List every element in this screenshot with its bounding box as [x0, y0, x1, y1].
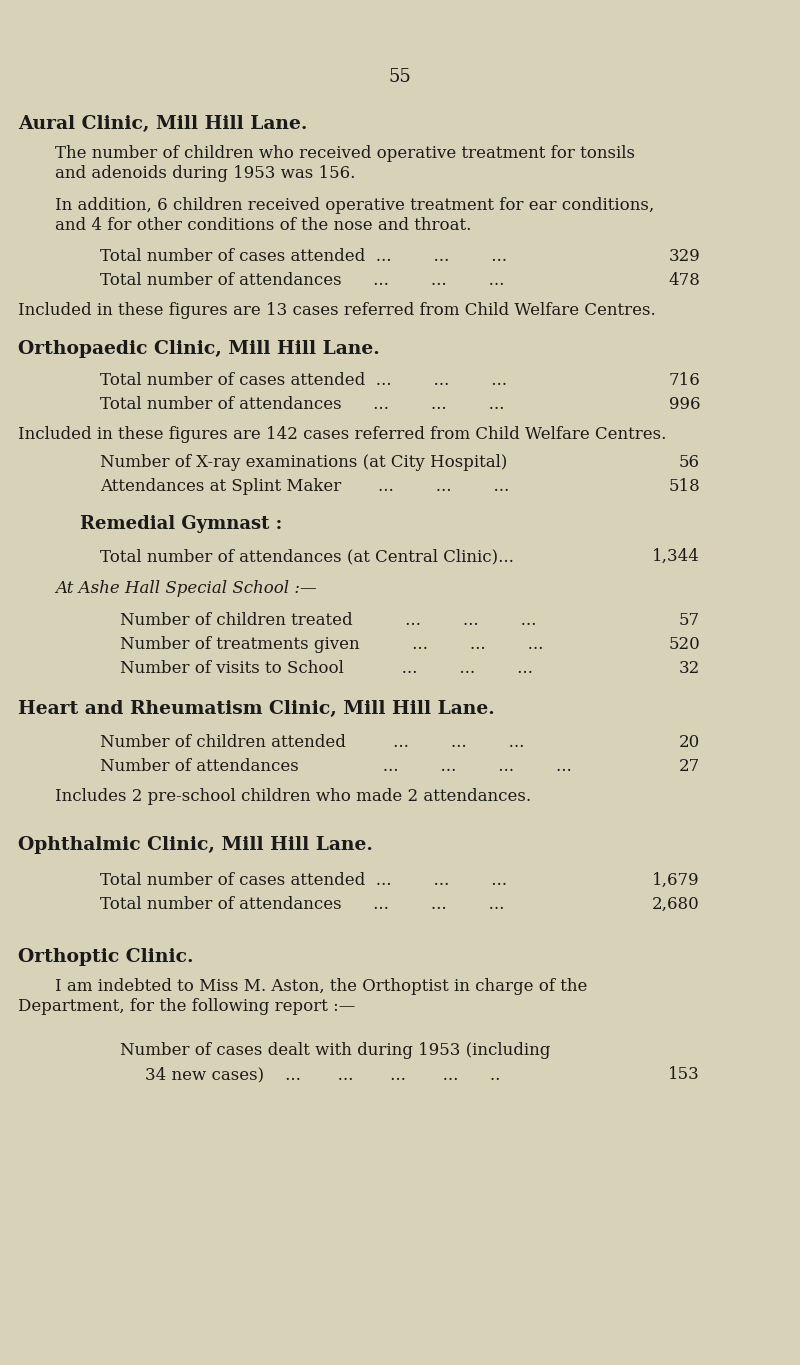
Text: 716: 716 — [668, 373, 700, 389]
Text: Orthoptic Clinic.: Orthoptic Clinic. — [18, 949, 194, 966]
Text: Included in these figures are 142 cases referred from Child Welfare Centres.: Included in these figures are 142 cases … — [18, 426, 666, 444]
Text: Included in these figures are 13 cases referred from Child Welfare Centres.: Included in these figures are 13 cases r… — [18, 302, 656, 319]
Text: Total number of attendances      ...        ...        ...: Total number of attendances ... ... ... — [100, 895, 504, 913]
Text: 478: 478 — [668, 272, 700, 289]
Text: 996: 996 — [669, 396, 700, 414]
Text: 56: 56 — [679, 455, 700, 471]
Text: 518: 518 — [668, 478, 700, 495]
Text: 2,680: 2,680 — [652, 895, 700, 913]
Text: The number of children who received operative treatment for tonsils: The number of children who received oper… — [55, 145, 635, 162]
Text: Number of cases dealt with during 1953 (including: Number of cases dealt with during 1953 (… — [120, 1041, 550, 1059]
Text: 27: 27 — [678, 758, 700, 775]
Text: Total number of attendances      ...        ...        ...: Total number of attendances ... ... ... — [100, 396, 504, 414]
Text: 1,344: 1,344 — [652, 547, 700, 565]
Text: Includes 2 pre-school children who made 2 attendances.: Includes 2 pre-school children who made … — [55, 788, 531, 805]
Text: Number of visits to School           ...        ...        ...: Number of visits to School ... ... ... — [120, 661, 533, 677]
Text: Attendances at Splint Maker       ...        ...        ...: Attendances at Splint Maker ... ... ... — [100, 478, 510, 495]
Text: 20: 20 — [678, 734, 700, 751]
Text: Number of attendances                ...        ...        ...        ...: Number of attendances ... ... ... ... — [100, 758, 572, 775]
Text: Orthopaedic Clinic, Mill Hill Lane.: Orthopaedic Clinic, Mill Hill Lane. — [18, 340, 380, 358]
Text: Total number of attendances      ...        ...        ...: Total number of attendances ... ... ... — [100, 272, 504, 289]
Text: Number of treatments given          ...        ...        ...: Number of treatments given ... ... ... — [120, 636, 543, 652]
Text: Aural Clinic, Mill Hill Lane.: Aural Clinic, Mill Hill Lane. — [18, 115, 307, 132]
Text: and adenoids during 1953 was 156.: and adenoids during 1953 was 156. — [55, 165, 355, 182]
Text: Number of children treated          ...        ...        ...: Number of children treated ... ... ... — [120, 612, 536, 629]
Text: Total number of cases attended  ...        ...        ...: Total number of cases attended ... ... .… — [100, 373, 507, 389]
Text: and 4 for other conditions of the nose and throat.: and 4 for other conditions of the nose a… — [55, 217, 471, 233]
Text: 153: 153 — [668, 1066, 700, 1082]
Text: I am indebted to Miss M. Aston, the Orthoptist in charge of the: I am indebted to Miss M. Aston, the Orth… — [55, 977, 587, 995]
Text: Total number of attendances (at Central Clinic)...: Total number of attendances (at Central … — [100, 547, 514, 565]
Text: Number of children attended         ...        ...        ...: Number of children attended ... ... ... — [100, 734, 524, 751]
Text: Department, for the following report :—: Department, for the following report :— — [18, 998, 355, 1016]
Text: 329: 329 — [668, 248, 700, 265]
Text: 55: 55 — [389, 68, 411, 86]
Text: 1,679: 1,679 — [652, 872, 700, 889]
Text: Total number of cases attended  ...        ...        ...: Total number of cases attended ... ... .… — [100, 248, 507, 265]
Text: 34 new cases)    ...       ...       ...       ...      ..: 34 new cases) ... ... ... ... .. — [145, 1066, 500, 1082]
Text: Number of X-ray examinations (at City Hospital): Number of X-ray examinations (at City Ho… — [100, 455, 507, 471]
Text: 520: 520 — [668, 636, 700, 652]
Text: In addition, 6 children received operative treatment for ear conditions,: In addition, 6 children received operati… — [55, 197, 654, 214]
Text: 32: 32 — [678, 661, 700, 677]
Text: 57: 57 — [679, 612, 700, 629]
Text: Total number of cases attended  ...        ...        ...: Total number of cases attended ... ... .… — [100, 872, 507, 889]
Text: Heart and Rheumatism Clinic, Mill Hill Lane.: Heart and Rheumatism Clinic, Mill Hill L… — [18, 700, 494, 718]
Text: At Ashe Hall Special School :—: At Ashe Hall Special School :— — [55, 580, 317, 597]
Text: Ophthalmic Clinic, Mill Hill Lane.: Ophthalmic Clinic, Mill Hill Lane. — [18, 835, 373, 854]
Text: Remedial Gymnast :: Remedial Gymnast : — [80, 515, 282, 532]
